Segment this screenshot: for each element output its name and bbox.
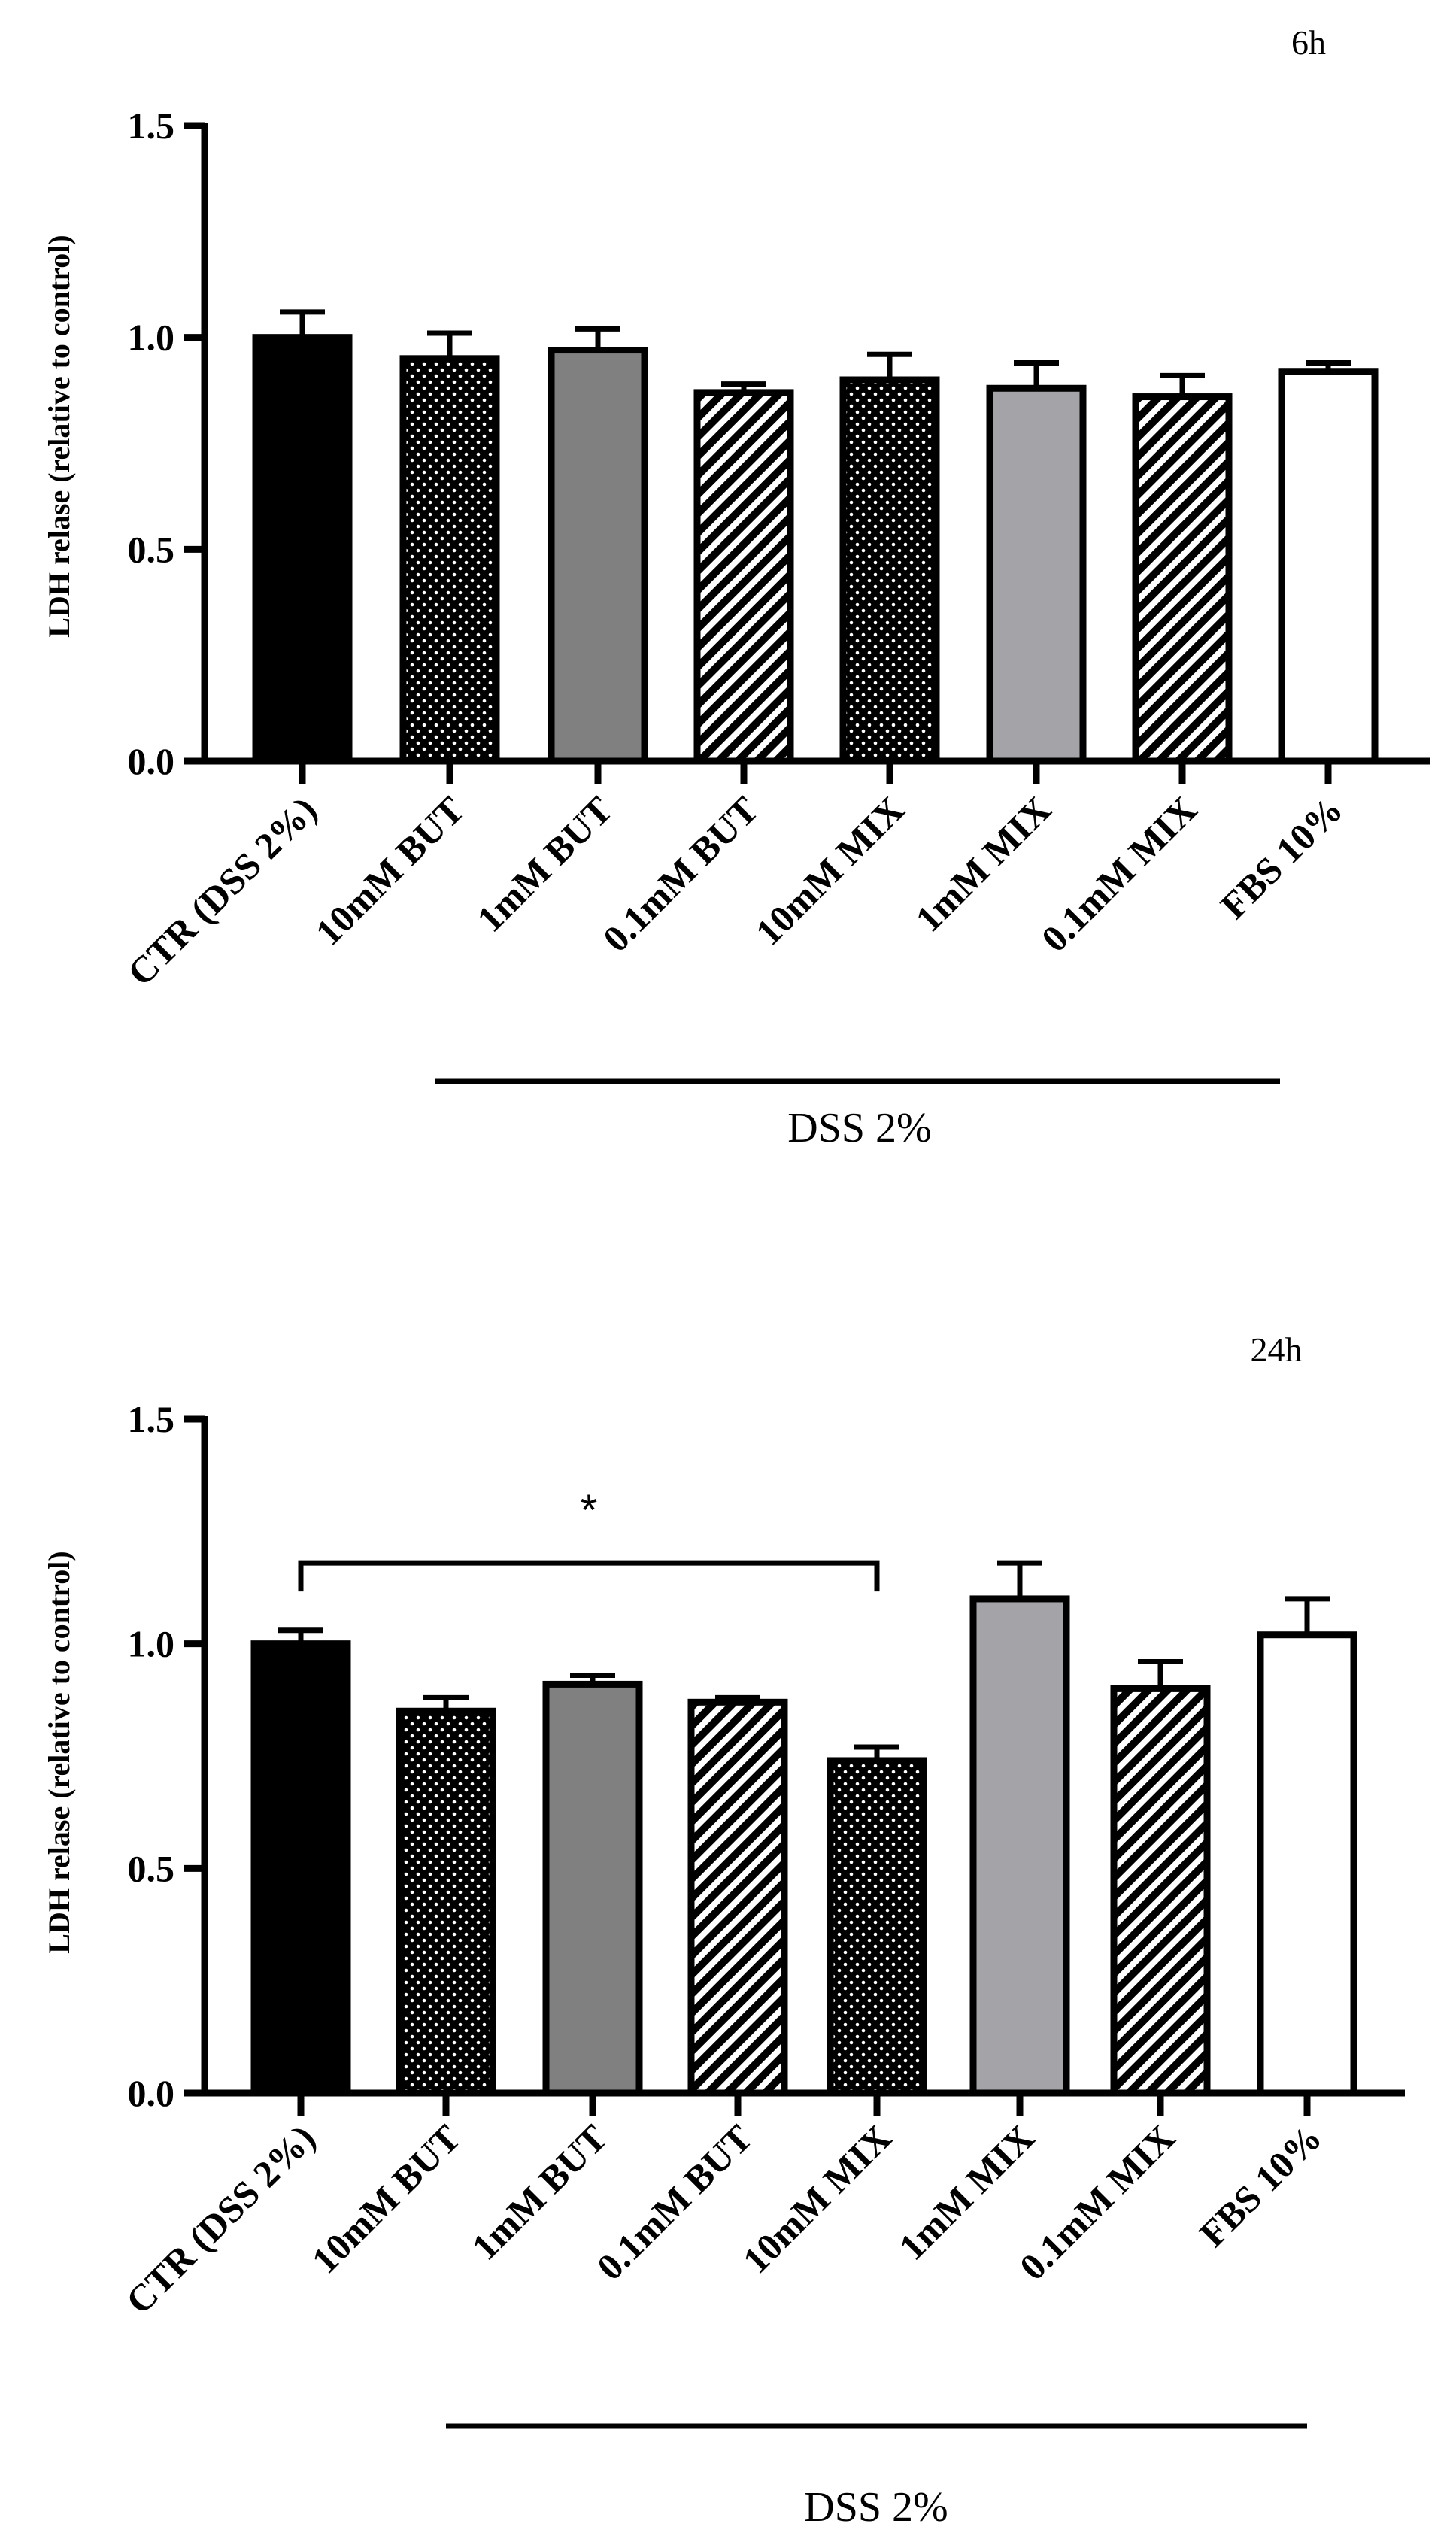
y-tick-label: 0.5 [128, 528, 175, 570]
x-tick-label: FBS 10% [1191, 2116, 1330, 2255]
bar [839, 376, 940, 765]
x-tick-label: 10mM MIX [747, 788, 912, 953]
y-tick-label: 1.5 [128, 105, 175, 147]
significance-bracket [298, 1560, 880, 1592]
bar [542, 1680, 643, 2097]
bar [827, 1757, 927, 2097]
y-axis-label: LDH relase (relative to control) [42, 235, 76, 637]
bar [986, 384, 1087, 765]
x-tick-label: 1mM MIX [890, 2116, 1042, 2268]
bar [969, 1595, 1070, 2097]
bar [1132, 393, 1233, 765]
group-label: DSS 2% [804, 2484, 948, 2531]
panel-title: 6h [1291, 23, 1326, 62]
panel-title: 24h [1251, 1330, 1303, 1369]
x-tick-label: 1mM BUT [463, 2116, 615, 2268]
bar [548, 347, 648, 765]
y-tick-label: 1.0 [128, 317, 175, 359]
x-tick-label: 0.1mM MIX [1033, 788, 1205, 960]
y-axis-label: LDH relase (relative to control) [42, 1551, 76, 1953]
significance-label: * [581, 1486, 598, 1535]
bar [1257, 1631, 1357, 2097]
bar [1110, 1685, 1211, 2097]
chart-panel-6h: 6h LDH relase (relative to control) 0.0 0… [42, 23, 1430, 1151]
y-tick-label: 0.5 [128, 1847, 175, 1889]
x-tick-label: CTR (DSS 2%) [117, 2116, 323, 2322]
x-tick-label: 0.1mM BUT [595, 788, 766, 960]
x-tick-label: 1mM MIX [907, 788, 1059, 940]
chart-panel-24h: 24h LDH relase (relative to control) 0.0… [42, 1330, 1405, 2531]
group-label: DSS 2% [787, 1105, 931, 1151]
y-tick-label: 0.0 [128, 2072, 175, 2114]
bar [399, 355, 500, 765]
bar [252, 334, 353, 765]
x-tick-label: FBS 10% [1212, 788, 1351, 927]
x-tick-label: 10mM BUT [307, 788, 472, 953]
x-tick-label: CTR (DSS 2%) [119, 788, 324, 993]
x-tick-label: 10mM MIX [734, 2116, 899, 2281]
y-tick-label: 1.0 [128, 1623, 175, 1665]
y-tick-label: 0.0 [128, 740, 175, 782]
x-tick-label: 1mM BUT [469, 788, 620, 940]
bar [396, 1707, 496, 2097]
bar [693, 389, 794, 765]
x-tick-label: 0.1mM BUT [589, 2116, 760, 2288]
bar [1278, 368, 1379, 765]
y-tick-label: 1.5 [128, 1398, 175, 1440]
bar [250, 1640, 351, 2097]
x-tick-label: 10mM BUT [303, 2116, 468, 2281]
bar [687, 1698, 788, 2097]
